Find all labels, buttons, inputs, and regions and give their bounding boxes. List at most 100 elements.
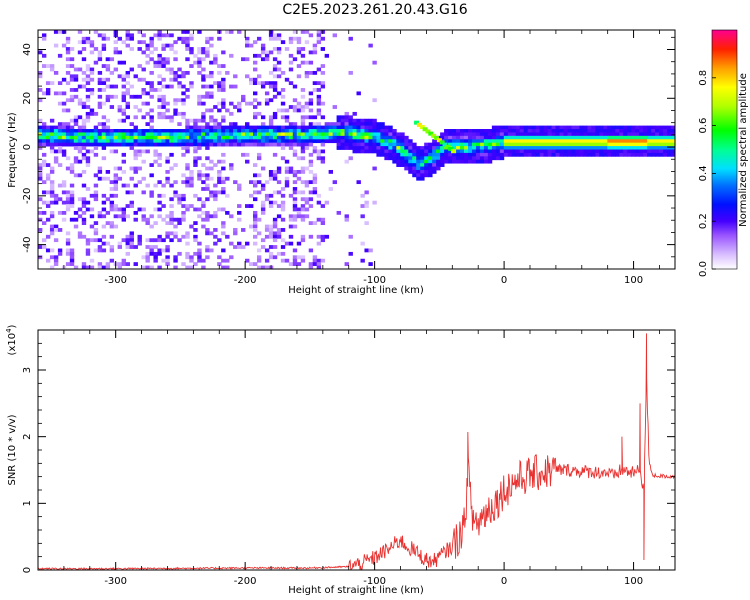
spectrogram-cell [73,129,79,133]
spectrogram-cell [93,183,99,188]
spectrogram-cell [38,142,43,147]
spectrogram-cell [511,125,517,130]
spectrogram-cell [499,125,505,130]
spectrogram-cell [65,132,71,137]
spectrogram-cell [125,74,130,79]
spectrogram-cell [201,187,206,191]
spectrogram-cell [101,139,107,144]
spectrogram-cell [416,176,421,181]
spectrogram-cell [479,129,485,133]
spectrogram-cell [372,146,377,150]
spectrogram-cell [149,70,154,75]
spectrogram-cell [308,70,314,75]
spectrogram-cell [316,67,322,72]
spectrogram-cell [153,245,158,249]
spectrogram-cell [551,135,556,140]
spectrogram-cell [177,98,182,103]
spectrogram-cell [631,125,636,130]
spectrogram-cell [169,84,174,89]
spectrogram-cell [38,173,43,178]
spectrogram-cell [312,146,318,150]
spectrogram-cell [579,139,584,144]
spectrogram-cell [316,200,322,205]
y-tick-label: 40 [22,43,33,56]
spectrogram-cell [483,129,489,133]
spectrogram-cell [360,125,365,130]
spectrogram-cell [308,265,314,269]
spectrogram-cell [647,129,652,133]
y-tick-label: 20 [22,92,33,105]
spectrogram-cell [268,169,274,174]
spectrogram-cell [129,33,134,38]
spectrogram-cell [260,200,266,205]
spectrogram-cell [69,74,75,79]
spectrogram-cell [595,129,600,133]
spectrogram-cell [249,43,254,48]
spectrogram-cell [221,159,226,164]
spectrogram-cell [69,118,75,123]
spectrogram-cell [185,40,190,45]
spectrogram-cell [89,135,95,140]
spectrogram-cell [81,36,87,41]
spectrogram-cell [408,149,413,154]
spectrogram-cell [109,84,115,89]
spectrogram-cell [233,135,238,140]
spectrogram-cell [145,183,150,188]
spectrogram-cell [296,176,302,181]
spectrogram-cell [117,60,123,65]
spectrogram-cell [292,173,298,178]
spectrogram-cell [268,129,274,133]
spectrogram-cell [85,265,91,269]
spectrogram-cell [241,125,246,130]
spectrogram-cell [571,142,576,147]
spectrogram-cell [125,135,130,140]
spectrogram-cell [495,142,501,147]
spectrogram-cell [73,94,79,99]
spectrogram-cell [268,176,274,181]
spectrogram-cell [169,166,174,171]
spectrogram-cell [125,129,130,133]
spectrogram-cell [177,142,182,147]
spectrogram-cell [69,251,75,256]
spectrogram-cell [217,176,222,181]
spectrogram-cell [177,129,182,133]
spectrogram-cell [81,200,87,205]
spectrogram-cell [245,258,250,263]
spectrogram-cell [320,36,326,41]
spectrogram-cell [348,132,353,137]
spectrogram-cell [316,265,322,269]
spectrogram-cell [209,43,214,48]
spectrogram-cell [213,234,218,239]
spectrogram-cell [113,207,119,212]
spectrogram-cell [65,200,71,205]
spectrogram-cell [280,238,286,243]
spectrogram-cell [419,125,425,130]
spectrogram-cell [296,139,302,144]
spectrogram-cell [635,152,640,157]
spectrogram-cell [440,149,445,154]
spectrogram-cell [296,36,302,41]
spectrogram-cell [651,149,656,154]
spectrogram-cell [169,197,174,202]
spectrogram-cell [209,166,214,171]
spectrogram-cell [312,255,318,260]
spectrogram-cell [221,180,226,185]
spectrogram-cell [69,166,75,171]
spectrogram-cell [495,152,501,157]
spectrogram-cell [121,152,126,157]
spectrogram-cell [105,210,111,215]
spectrogram-cell [121,91,126,96]
spectrogram-cell [237,135,242,140]
spectrogram-cell [352,142,357,147]
spectrogram-cell [260,265,266,269]
spectrogram-cell [515,129,521,133]
spectrogram-cell [352,146,357,150]
spectrogram-cell [296,47,302,51]
spectrogram-cell [292,248,298,253]
spectrogram-cell [125,101,130,106]
spectrogram-cell [177,197,182,202]
spectrogram-cell [300,142,306,147]
spectrogram-cell [49,139,55,144]
spectrogram-cell [563,135,568,140]
spectrogram-cell [543,142,548,147]
